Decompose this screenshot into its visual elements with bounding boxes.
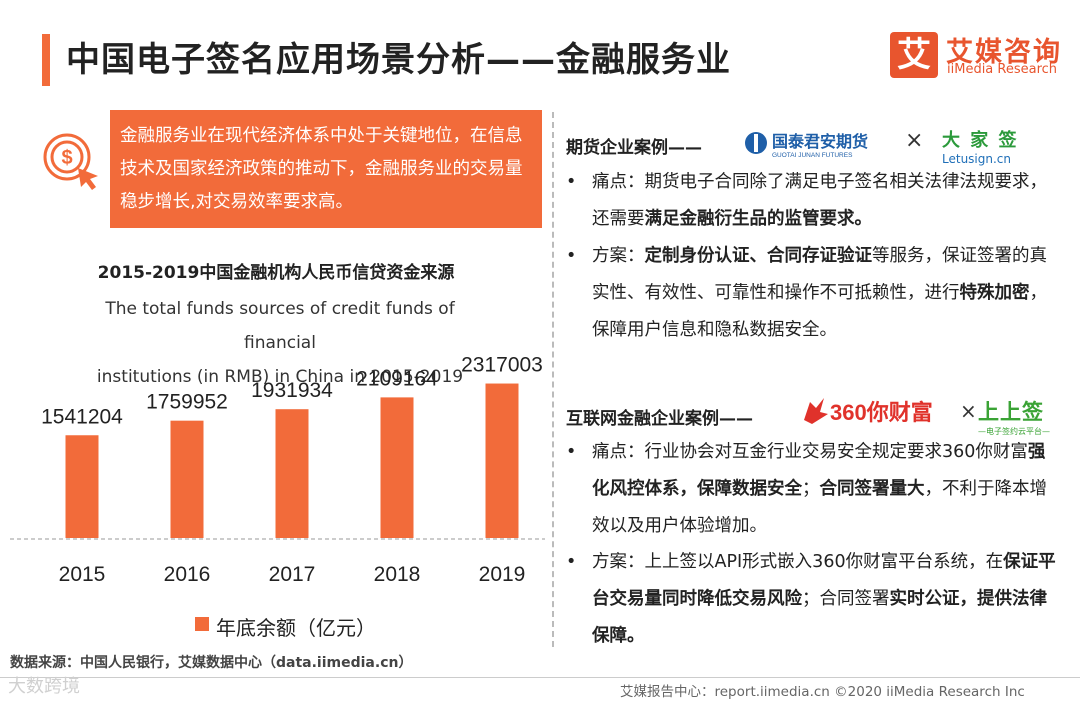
intro-text: 金融服务业在现代经济体系中处于关键地位，在信息技术及国家经济政策的推动下，金融服…	[110, 110, 542, 228]
bar-2019	[485, 383, 519, 538]
letusign-name: 大 家 签	[942, 130, 1019, 151]
legend-swatch	[195, 617, 209, 631]
case1-bullet-pain: • 痛点：期货电子合同除了满足电子签名相关法律法规要求，还需要满足金融衍生品的监…	[566, 172, 1047, 229]
case2-bullet-pain: • 痛点：行业协会对互金行业交易安全规定要求360你财富强化风控体系，保障数据安…	[566, 442, 1047, 536]
360-wealth-logo: 360你财富	[804, 398, 933, 425]
watermark: 大数跨境	[8, 676, 80, 697]
case1-solution-part-4: ，保障用户信息和隐私数据安全。	[592, 283, 1047, 340]
column-divider	[552, 112, 554, 647]
bar-value-label-2016: 1759952	[146, 391, 228, 414]
x-tick-2016: 2016	[164, 563, 211, 586]
case1-pain-part-0: 痛点：期货电子合同除了满足电子签名相关法律法规要求，还需要	[592, 172, 1047, 229]
svg-text:$: $	[61, 147, 72, 169]
case2-solution-part-0: 方案：上上签以API形式嵌入360你财富平台系统，在	[592, 552, 1004, 572]
bar-value-label-2019: 2317003	[461, 354, 543, 377]
case2-title: 互联网金融企业案例——	[566, 409, 753, 429]
case2-pain-part-3: 合同签署量大	[819, 479, 925, 499]
legend-label: 年底余额（亿元）	[216, 616, 376, 640]
case2-pain-part-2: ；	[802, 479, 820, 499]
case2-solution-part-2: ；合同签署	[802, 589, 890, 609]
bar-value-label-2017: 1931934	[251, 379, 333, 402]
bar-chart: 1541204 2015 1759952 2016 1931934 2017 2109164…	[10, 354, 545, 586]
chart-title: 2015-2019中国金融机构人民币信贷资金来源	[97, 263, 455, 283]
letusign-logo: 大 家 签 Letusign.cn	[942, 126, 1019, 166]
case2-bullet-solution: • 方案：上上签以API形式嵌入360你财富平台系统，在保证平台交易量同时降低交…	[566, 552, 1056, 646]
guotai-junan-name: 国泰君安期货	[772, 132, 868, 151]
case2-pain-part-0: 痛点：行业协会对互金行业交易安全规定要求360你财富	[592, 442, 1028, 462]
case2-times: ×	[960, 399, 977, 423]
shangshangqian-logo: 上上签 —电子签约云平台—	[978, 396, 1050, 437]
case2-solution-part-3: 实时公证，提供法律保障。	[592, 589, 1047, 646]
brand-logo-mark: 艾	[890, 32, 938, 78]
shangshangqian-tagline: —电子签约云平台—	[978, 427, 1050, 436]
shangshangqian-name: 上上签	[978, 400, 1044, 424]
case1-bullet-solution: • 方案：定制身份认证、合同存证验证等服务，保证签署的真实性、有效性、可靠性和操…	[566, 246, 1047, 340]
brand-logo-en: iiMedia Research	[947, 62, 1058, 77]
guotai-junan-logo: 国泰君安期货 GUOTAI JUNAN FUTURES	[745, 132, 868, 159]
case1-pain-part-1: 满足金融衍生品的监管要求。	[644, 209, 873, 229]
bar-2018	[380, 397, 414, 538]
case2-pain-part-1: 强化风控体系，保障数据安全	[592, 442, 1046, 499]
footer-report: 艾媒报告中心：report.iimedia.cn ©2020 iiMedia R…	[620, 684, 1025, 700]
case1-solution-part-3: 特殊加密	[959, 283, 1030, 303]
money-click-icon: $	[43, 133, 98, 190]
360-wealth-name: 360你财富	[830, 400, 933, 425]
x-tick-2018: 2018	[374, 563, 421, 586]
bar-value-label-2015: 1541204	[41, 405, 123, 428]
data-source: 数据来源：中国人民银行，艾媒数据中心（data.iimedia.cn）	[10, 655, 413, 671]
bar-2016	[170, 420, 204, 538]
chart-subtitle-line2: institutions (in RMB) in China in 2015-2…	[96, 367, 464, 387]
case1-title: 期货企业案例——	[566, 138, 702, 158]
bar-value-label-2018: 2109164	[356, 367, 438, 390]
x-tick-2017: 2017	[269, 563, 316, 586]
chart-subtitle-line1: The total funds sources of credit funds …	[105, 299, 455, 353]
guotai-junan-en: GUOTAI JUNAN FUTURES	[772, 152, 853, 159]
chart-subtitle: The total funds sources of credit funds …	[70, 292, 490, 394]
case1-solution-part-0: 方案：	[592, 246, 645, 266]
page-title: 中国电子签名应用场景分析——金融服务业	[66, 40, 731, 80]
case1-times: ×	[905, 128, 924, 153]
case2-solution-part-1: 保证平台交易量同时降低交易风险	[592, 552, 1056, 609]
x-tick-2019: 2019	[479, 563, 526, 586]
case2-pain-part-4: ，不利于降本增效以及用户体验增加。	[592, 479, 1047, 536]
case1-solution-part-1: 定制身份认证、合同存证验证	[644, 246, 873, 266]
case1-solution-part-2: 等服务，保证签署的真实性、有效性、可靠性和操作不可抵赖性，进行	[592, 246, 1047, 303]
footer-divider	[0, 677, 1080, 678]
title-accent-bar	[42, 34, 50, 86]
brand-logo-cn: 艾媒咨询	[946, 37, 1062, 68]
letusign-url: Letusign.cn	[942, 152, 1011, 166]
bar-2015	[65, 435, 99, 538]
x-tick-2015: 2015	[59, 563, 106, 586]
bar-2017	[275, 409, 309, 538]
